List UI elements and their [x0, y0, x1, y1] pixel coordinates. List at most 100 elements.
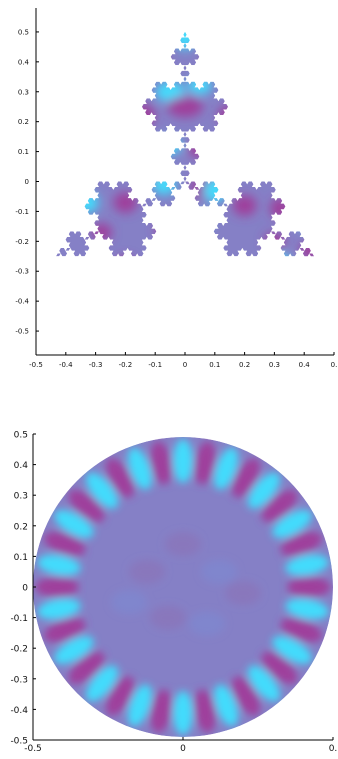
ring-lobe-4: [85, 472, 119, 509]
heat-blob-18: [144, 166, 166, 185]
y-tick-label: 0.3: [14, 492, 28, 502]
ring-lobe-26: [285, 598, 329, 620]
heat-blob-27: [298, 209, 315, 231]
heat-blob-3: [55, 93, 71, 115]
heat-blob-26: [55, 203, 72, 225]
ring-lobe-28: [285, 554, 329, 576]
ring-lobe-24: [272, 636, 312, 664]
heat-blob-21: [202, 178, 227, 203]
ring-lobe-13: [68, 651, 105, 685]
heat-blob-15: [240, 130, 261, 149]
ring-lobe-3: [106, 458, 134, 498]
x-tick-label: 0: [183, 361, 187, 369]
heat-blob-16: [152, 136, 183, 155]
y-tick-label: 0.4: [14, 461, 29, 471]
heat-blob-40: [173, 313, 197, 349]
ring-lobe-30: [272, 510, 312, 538]
x-tick-label: -0.5: [24, 744, 42, 754]
ring-lobe-16: [127, 684, 152, 727]
snowflake-field: [55, 31, 315, 349]
heat-blob-8: [187, 76, 212, 95]
heat-blob-36: [191, 262, 215, 280]
ring-lobe-20: [214, 684, 239, 727]
inner-blob-1: [201, 559, 237, 584]
ring-lobe-34: [214, 447, 239, 490]
ring-lobe-5: [68, 489, 105, 523]
ring-lobe-10: [37, 598, 81, 620]
y-tick-label: -0.3: [10, 675, 28, 685]
heat-blob-0: [173, 31, 197, 50]
heat-blob-17: [187, 139, 212, 158]
heat-blob-19: [152, 174, 177, 195]
inner-blob-0: [129, 559, 165, 584]
ring-lobe-11: [43, 618, 86, 643]
ring-lobe-6: [54, 510, 94, 538]
ring-lobe-9: [35, 577, 79, 597]
y-tick-label: -0.1: [10, 614, 28, 624]
heat-blob-33: [187, 211, 212, 230]
heat-blob-34: [167, 245, 203, 257]
heat-blob-2: [202, 37, 227, 68]
koch-snowflake-chart: 0.5 0.4 0.3 0.2 0.1 0 -0.1 -0.2 -0.3 -0.4 -0.5 -0.5…: [15, 8, 337, 369]
ring-lobe-17: [150, 689, 172, 733]
heat-blob-29: [91, 223, 112, 242]
y-tick-label: -0.3: [15, 268, 29, 276]
heat-blob-11: [217, 105, 242, 127]
ring-lobe-22: [247, 665, 281, 702]
disk-domain: [33, 437, 333, 737]
disk-field: [33, 437, 333, 737]
y-tick-label: 0.1: [18, 148, 29, 156]
ring-lobe-19: [194, 689, 216, 733]
heat-blob-38: [143, 295, 167, 325]
ring-lobe-21: [232, 676, 260, 716]
y-tick-label: -0.4: [10, 706, 28, 716]
heat-blob-4: [74, 85, 99, 110]
x-tick-label: -0.3: [89, 361, 103, 369]
inner-blob-4: [165, 532, 201, 557]
ring-lobe-15: [106, 676, 134, 716]
inner-blob-6: [225, 581, 261, 606]
y-tick-label: -0.5: [10, 737, 28, 747]
ring-lobe-1: [150, 441, 172, 485]
heat-blob-24: [74, 191, 99, 213]
y-tick-label: 0.3: [18, 88, 29, 96]
y-tick-label: -0.1: [15, 208, 29, 216]
heat-blob-1: [143, 37, 168, 68]
ring-lobe-31: [261, 489, 298, 523]
heat-blob-10: [131, 103, 156, 128]
heat-blob-7: [155, 81, 186, 103]
ring-lobe-33: [232, 458, 260, 498]
disk-chart: 0.5 0.4 0.3 0.2 0.1 0 -0.1 -0.2 -0.3 -0.4 -0.5-0.5…: [10, 431, 337, 755]
ring-lobe-7: [43, 531, 86, 556]
x-tick-label: 0.: [329, 744, 338, 754]
heat-blob-5: [55, 126, 74, 148]
y-tick-label: 0.5: [14, 431, 28, 441]
y-tick-label: -0.4: [15, 298, 29, 306]
inner-blob-3: [189, 611, 225, 636]
y-tick-label: 0.4: [18, 58, 30, 66]
heat-blob-39: [203, 295, 227, 325]
y-tick-label: -0.2: [10, 645, 28, 655]
inner-blob-2: [150, 605, 186, 630]
ring-lobe-32: [247, 472, 281, 509]
y-tick-label: 0.2: [18, 118, 29, 126]
ring-lobe-29: [280, 531, 323, 556]
x-tick-label: 0.4: [299, 361, 311, 369]
heat-blob-25: [269, 197, 291, 219]
inner-blob-5: [111, 590, 147, 615]
x-tick-label: -0.4: [59, 361, 73, 369]
ring-lobe-2: [127, 447, 152, 490]
ring-lobe-0: [173, 439, 193, 483]
snowflake-domain: [55, 31, 315, 257]
y-tick-label: 0.2: [14, 522, 28, 532]
ring-lobe-27: [287, 577, 331, 597]
ring-lobe-18: [173, 691, 193, 735]
heat-blob-12: [263, 99, 285, 121]
heat-blob-28: [263, 232, 285, 251]
x-tick-label: 0.1: [209, 361, 220, 369]
ring-lobe-8: [37, 554, 81, 576]
x-tick-label: -0.2: [119, 361, 133, 369]
heat-blob-37: [115, 256, 136, 274]
x-tick-label: 0: [180, 744, 186, 754]
